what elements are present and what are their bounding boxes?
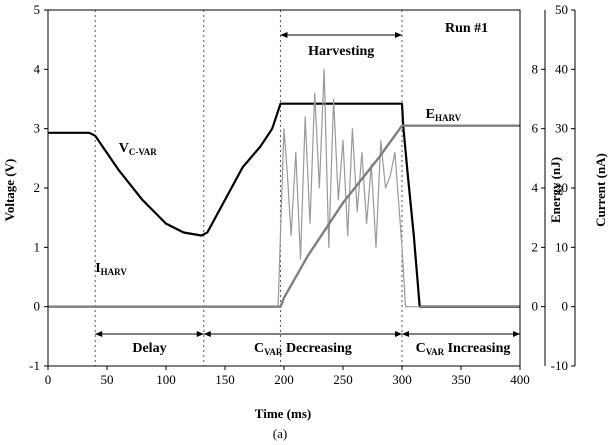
arrow-head-left — [95, 331, 103, 337]
energy-tick-label: 0 — [532, 299, 539, 314]
arrow-head-right — [513, 331, 520, 337]
v-c-var-label: VC-VAR — [119, 141, 157, 157]
c-var-decreasing-arrow — [203, 331, 402, 337]
y-left-tick-label: 5 — [34, 2, 41, 17]
energy-tick-label: 2 — [532, 239, 539, 254]
energy-tick-label: 4 — [532, 180, 539, 195]
e-harv-label: EHARV — [426, 107, 462, 123]
label-main: I — [95, 261, 100, 276]
label-sub: HARV — [435, 113, 462, 123]
arrow-head-right — [196, 331, 204, 337]
current-tick-label: 10 — [555, 239, 568, 254]
y-axis-label-current: Current (nA) — [593, 153, 608, 227]
delay-arrow — [95, 331, 204, 337]
current-tick-label: 40 — [555, 61, 568, 76]
current-tick-label: 50 — [555, 2, 568, 17]
label-rest: Decreasing — [282, 341, 351, 356]
current-tick-label: 0 — [562, 299, 569, 314]
label-sub: VAR — [426, 347, 445, 357]
c-var-decreasing-label: CVAR Decreasing — [254, 341, 352, 357]
run-label: Run #1 — [445, 21, 488, 36]
label-main: V — [119, 141, 129, 156]
current-tick-label: 20 — [555, 180, 568, 195]
plot-frame — [47, 9, 521, 367]
y-left-tick-label: 1 — [34, 239, 41, 254]
c-var-increasing-arrow — [402, 331, 520, 337]
x-tick-label: 50 — [101, 372, 114, 387]
x-tick-label: 0 — [45, 372, 52, 387]
x-tick-label: 350 — [451, 372, 471, 387]
x-tick-label: 100 — [156, 372, 176, 387]
x-tick-label: 250 — [333, 372, 353, 387]
figure-caption: (a) — [273, 426, 287, 441]
delay-label: Delay — [132, 341, 166, 356]
arrow-head-left — [280, 32, 288, 38]
label-main: C — [254, 341, 264, 356]
arrow-head-left — [402, 331, 409, 337]
harvesting-arrow — [280, 32, 402, 38]
x-tick-label: 150 — [215, 372, 235, 387]
label-rest: Increasing — [444, 341, 510, 356]
label-sub: HARV — [101, 267, 128, 277]
series-layer — [48, 68, 520, 308]
c-var-increasing-label: CVAR Increasing — [416, 341, 511, 357]
current-tick-label: -10 — [551, 358, 568, 373]
y-left-tick-label: 4 — [34, 61, 41, 76]
series-line-3 — [48, 124, 520, 308]
i-harv-label: IHARV — [95, 261, 127, 277]
label-sub: VAR — [264, 347, 283, 357]
x-axis-label: Time (ms) — [255, 406, 311, 421]
energy-tick-label: 6 — [532, 121, 539, 136]
y-axis-label-energy: Energy (nJ) — [548, 157, 563, 223]
y-left-tick-label: 2 — [34, 180, 41, 195]
y-left-tick-label: 3 — [34, 121, 41, 136]
harvesting-label: Harvesting — [308, 44, 374, 59]
x-tick-label: 400 — [510, 372, 530, 387]
x-tick-label: 200 — [274, 372, 294, 387]
current-tick-label: 30 — [555, 121, 568, 136]
series-line-2 — [48, 68, 520, 308]
y-left-tick-label: 0 — [34, 299, 41, 314]
y-left-tick-label: -1 — [29, 358, 40, 373]
label-main: C — [416, 341, 426, 356]
arrow-head-right — [395, 32, 402, 38]
arrow-head-left — [203, 331, 211, 337]
x-tick-label: 300 — [392, 372, 412, 387]
label-main: E — [426, 107, 435, 122]
axis-layer: 0 50 100 150 200 250 300 350 400-101234502468-10… — [29, 2, 576, 387]
series-line-1 — [48, 102, 520, 308]
energy-tick-label: 8 — [532, 61, 539, 76]
arrow-head-right — [395, 331, 402, 337]
y-axis-label-voltage: Voltage (V) — [2, 159, 17, 222]
label-sub: C-VAR — [129, 147, 157, 157]
